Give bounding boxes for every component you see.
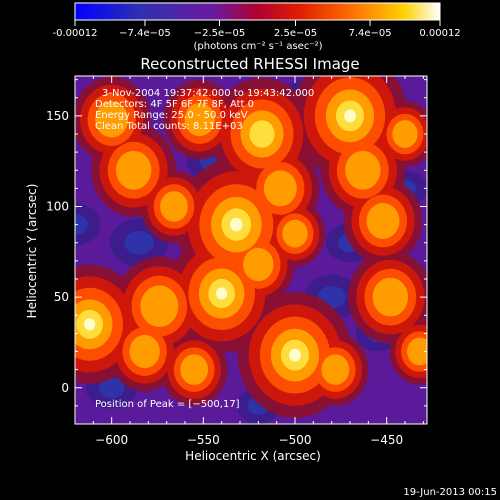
annotation-time: 3-Nov-2004 19:37:42.000 to 19:43:42.000 xyxy=(102,88,314,99)
emission-source xyxy=(84,318,96,331)
colorbar-tick-label: −2.5e−05 xyxy=(194,28,246,39)
y-tick-label: 50 xyxy=(54,290,69,304)
heatmap-image xyxy=(75,76,427,424)
emission-source xyxy=(129,334,160,369)
chart-title: Reconstructed RHESSI Image xyxy=(140,55,359,73)
x-tick-label: −500 xyxy=(279,433,312,447)
colorbar-tick-label: -0.00012 xyxy=(53,28,98,39)
emission-source xyxy=(115,150,152,190)
x-axis-label: Heliocentric X (arcsec) xyxy=(185,449,321,463)
y-tick-label: 0 xyxy=(61,381,69,395)
y-tick-label: 150 xyxy=(46,109,69,123)
colorbar-tick-label: 2.5e−05 xyxy=(274,28,317,39)
annotation-detectors: Detectors: 4F 5F 6F 7F 8F, Att 0 xyxy=(95,99,254,110)
x-tick-label: −450 xyxy=(370,433,403,447)
colorbar-tick-label: 0.00012 xyxy=(419,28,460,39)
emission-source xyxy=(263,170,297,207)
emission-source xyxy=(243,247,274,282)
annotation-energy: Energy Range: 25.0 - 50.0 keV xyxy=(95,110,248,121)
emission-source xyxy=(184,102,215,137)
emission-source xyxy=(230,217,243,232)
annotation-block: 3-Nov-2004 19:37:42.000 to 19:43:42.000 … xyxy=(95,88,314,410)
x-tick-label: −550 xyxy=(187,433,220,447)
axis-ticks: −600 −550 −500 −450 0 50 100 150 xyxy=(46,76,427,447)
annotation-peak: Position of Peak = [−500,17] xyxy=(95,399,240,410)
emission-source xyxy=(345,150,381,190)
colorbar-ticks: -0.00012 −7.4e−05 −2.5e−05 2.5e−05 7.4e−05 0.… xyxy=(53,20,461,39)
emission-source xyxy=(216,287,228,300)
emission-source xyxy=(282,219,308,248)
emission-source xyxy=(344,109,356,123)
emission-source xyxy=(95,101,129,138)
colorbar xyxy=(74,2,441,21)
emission-source xyxy=(160,191,188,222)
x-tick-label: −600 xyxy=(95,433,128,447)
colorbar-unit-label: (photons cm⁻² s⁻¹ asec⁻²) xyxy=(193,41,322,52)
emission-source xyxy=(372,277,409,317)
emission-source xyxy=(249,120,275,148)
emission-source xyxy=(366,202,400,240)
emission-source xyxy=(289,348,301,362)
plot-frame xyxy=(74,75,428,425)
colorbar-tick-label: −7.4e−05 xyxy=(119,28,171,39)
emission-source xyxy=(140,285,179,328)
emission-source xyxy=(321,354,350,385)
dark-region-core xyxy=(75,214,88,236)
colorbar-tick-label: 7.4e−05 xyxy=(348,28,391,39)
y-axis-label: Heliocentric Y (arcsec) xyxy=(25,184,39,319)
emission-source xyxy=(407,337,427,366)
dark-region-core xyxy=(98,377,125,399)
y-tick-label: 100 xyxy=(46,200,69,214)
dark-region-core xyxy=(124,230,154,255)
footer-date: 19-Jun-2013 00:15 xyxy=(403,487,497,498)
emission-source xyxy=(180,354,209,385)
emission-source xyxy=(392,120,418,148)
annotation-clean: Clean Total counts: 8.11E+03 xyxy=(95,121,243,132)
